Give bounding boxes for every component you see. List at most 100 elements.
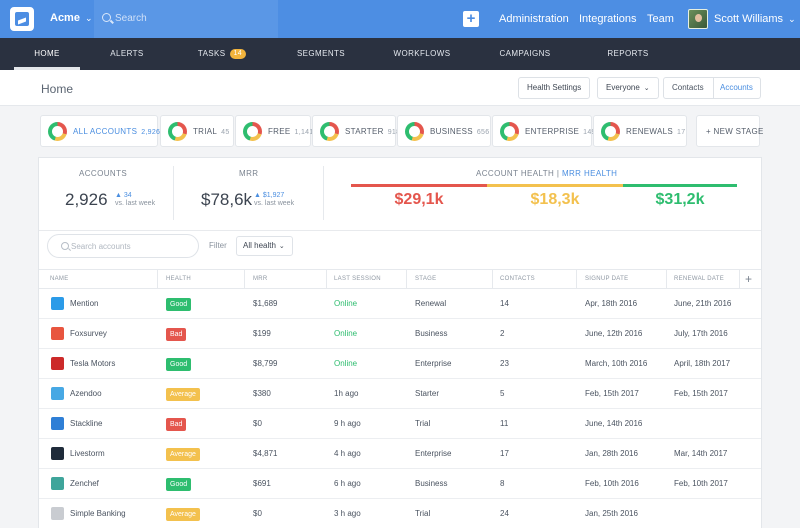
new-stage-button[interactable]: + NEW STAGE	[696, 115, 763, 147]
account-search-input[interactable]: Search accounts	[47, 234, 199, 258]
account-name[interactable]: Simple Banking	[70, 509, 126, 518]
toggle-accounts[interactable]: Accounts	[720, 83, 753, 92]
nav-campaigns-label: CAMPAIGNS	[499, 49, 551, 58]
table-row[interactable]: Livestorm Average $4,871 4 h ago Enterprise 1…	[39, 439, 761, 469]
average-health-bar	[487, 184, 623, 187]
account-name[interactable]: Zenchef	[70, 479, 99, 488]
stage-label: FREE	[268, 127, 291, 136]
stage-count: 918	[387, 129, 401, 136]
toggle-contacts[interactable]: Contacts	[672, 83, 704, 92]
health-filter-select[interactable]: All health ⌄	[236, 236, 293, 256]
health-badge: Good	[166, 358, 192, 371]
contacts-count: 24	[500, 509, 509, 518]
signup-date: Feb, 15th 2017	[585, 389, 639, 398]
mrr-metric-value: $78,6k	[201, 190, 253, 209]
col-name[interactable]: NAME	[50, 276, 69, 282]
account-name[interactable]: Foxsurvey	[70, 329, 107, 338]
table-row[interactable]: Tesla Motors Good $8,799 Online Enterprise 23…	[39, 349, 761, 379]
global-search-placeholder: Search	[115, 13, 147, 24]
account-health-tab[interactable]: ACCOUNT HEALTH	[476, 169, 555, 178]
user-menu[interactable]: Scott Williams ⌄	[714, 13, 796, 25]
health-settings-button[interactable]: Health Settings	[518, 77, 591, 99]
col-renewal-date[interactable]: RENEWAL DATE	[674, 276, 725, 282]
contacts-count: 8	[500, 479, 505, 488]
mention-logo-icon	[51, 297, 64, 310]
stage-label: ALL ACCOUNTS	[73, 127, 138, 136]
account-name[interactable]: Stackline	[70, 419, 103, 428]
nav-workflows[interactable]: WORKFLOWS	[392, 38, 452, 70]
tesla-logo-icon	[51, 357, 64, 370]
global-search[interactable]: Search	[94, 0, 278, 38]
nav-tasks[interactable]: TASKS 14	[196, 38, 248, 70]
chevron-down-icon: ⌄	[788, 14, 796, 24]
contacts-count: 11	[500, 419, 509, 428]
col-last-session[interactable]: LAST SESSION	[334, 276, 381, 282]
audience-dropdown[interactable]: Everyone ⌄	[597, 77, 659, 99]
avatar[interactable]	[688, 9, 708, 29]
administration-link[interactable]: Administration	[499, 13, 569, 25]
accounts-metric-delta: ▲ 34 vs. last week	[115, 192, 155, 208]
donut-icon	[243, 122, 262, 141]
page-title: Home	[41, 82, 74, 96]
azendoo-logo-icon	[51, 387, 64, 400]
contacts-count: 5	[500, 389, 505, 398]
mrr-health-tab[interactable]: MRR HEALTH	[561, 169, 618, 178]
stage-label: BUSINESS	[430, 127, 473, 136]
stage-count: 149	[583, 129, 596, 136]
table-row[interactable]: Azendoo Average $380 1h ago Starter 5 Feb, 15t…	[39, 379, 761, 409]
page-header: Home Health Settings Everyone ⌄ Contacts …	[0, 70, 800, 106]
account-name[interactable]: Azendoo	[70, 389, 102, 398]
account-name[interactable]: Mention	[70, 299, 99, 308]
renewal-date: Feb, 10th 2017	[674, 479, 728, 488]
last-session: Online	[334, 299, 358, 308]
mrr-value: $199	[253, 329, 271, 338]
donut-icon	[405, 122, 424, 141]
col-signup-date[interactable]: SIGNUP DATE	[585, 276, 629, 282]
col-mrr[interactable]: MRR	[253, 276, 268, 282]
stage-value: Enterprise	[415, 359, 452, 368]
stage-renewals[interactable]: RENEWALS 17	[593, 115, 687, 147]
org-switcher[interactable]: Acme ⌄	[50, 12, 93, 24]
account-name[interactable]: Livestorm	[70, 449, 105, 458]
org-name: Acme	[50, 12, 80, 24]
col-stage[interactable]: STAGE	[415, 276, 437, 282]
contacts-count: 2	[500, 329, 505, 338]
health-badge: Average	[166, 508, 200, 521]
audience-value: Everyone	[606, 83, 640, 92]
app-logo-icon[interactable]	[10, 7, 34, 31]
account-name[interactable]: Tesla Motors	[70, 359, 116, 368]
stage-trial[interactable]: TRIAL 45	[160, 115, 234, 147]
nav-home[interactable]: HOME	[14, 38, 80, 70]
last-session: Online	[334, 329, 358, 338]
nav-campaigns[interactable]: CAMPAIGNS	[497, 38, 553, 70]
stackline-logo-icon	[51, 417, 64, 430]
stage-free[interactable]: FREE 1,141	[235, 115, 313, 147]
create-new-button[interactable]: +	[463, 11, 479, 27]
stage-all-accounts[interactable]: ALL ACCOUNTS 2,926	[40, 115, 160, 147]
table-row[interactable]: Stackline Bad $0 9 h ago Trial 11 June, 14th 2…	[39, 409, 761, 439]
filter-label: Filter	[209, 241, 227, 250]
accounts-metric-label: ACCOUNTS	[79, 169, 128, 178]
table-row[interactable]: Foxsurvey Bad $199 Online Business 2 June, 12t…	[39, 319, 761, 349]
nav-reports[interactable]: REPORTS	[606, 38, 650, 70]
contacts-count: 17	[500, 449, 509, 458]
stage-business[interactable]: BUSINESS 656	[397, 115, 491, 147]
health-settings-label: Health Settings	[527, 83, 582, 92]
stage-value: Business	[415, 329, 448, 338]
table-row[interactable]: Simple Banking Average $0 3 h ago Trial 24 Jan…	[39, 499, 761, 528]
integrations-link[interactable]: Integrations	[579, 13, 637, 25]
col-health[interactable]: HEALTH	[166, 276, 192, 282]
mrr-value: $0	[253, 419, 262, 428]
team-link[interactable]: Team	[647, 13, 674, 25]
nav-segments[interactable]: SEGMENTS	[294, 38, 348, 70]
stage-starter[interactable]: STARTER 918	[312, 115, 400, 147]
table-row[interactable]: Mention Good $1,689 Online Renewal 14 Apr, 18t…	[39, 289, 761, 319]
last-session: Online	[334, 359, 358, 368]
add-column-button[interactable]: +	[745, 272, 753, 286]
nav-home-label: HOME	[34, 49, 60, 58]
table-row[interactable]: Zenchef Good $691 6 h ago Business 8 Feb, 10th…	[39, 469, 761, 499]
col-contacts[interactable]: CONTACTS	[500, 276, 535, 282]
stage-enterprise[interactable]: ENTERPRISE 149	[492, 115, 595, 147]
nav-alerts[interactable]: ALERTS	[104, 38, 150, 70]
mrr-value: $691	[253, 479, 271, 488]
